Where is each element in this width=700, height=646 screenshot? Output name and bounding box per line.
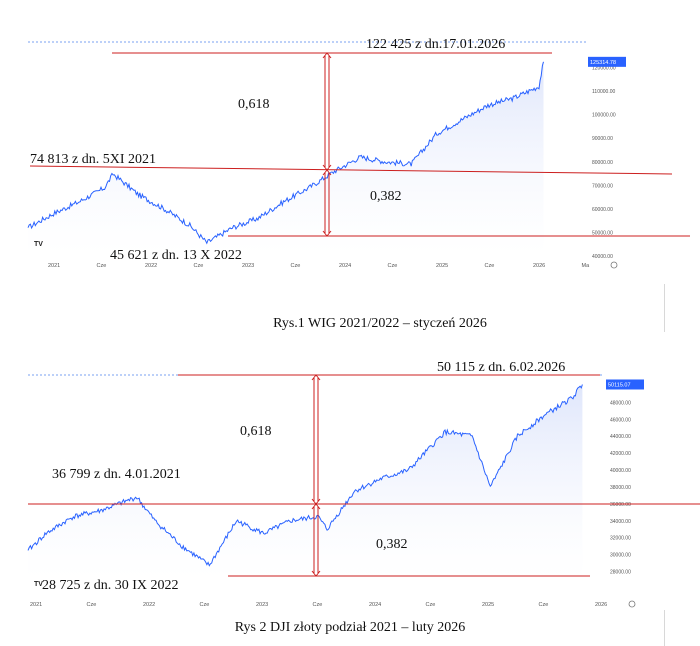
high-annotation: 122 425 z dn.17.01.2026 [366, 37, 505, 52]
y-tick-label: 36000.00 [610, 502, 631, 508]
x-tick-label: 2022 [145, 263, 157, 269]
x-tick-label: 2026 [595, 602, 607, 608]
wig-chart: 120000.00 110000.00 100000.00 90000.00 80000… [0, 0, 700, 282]
y-tick-label: 80000.00 [592, 160, 613, 166]
x-tick-label: Cze [485, 263, 495, 269]
x-tick-label: 2024 [369, 602, 381, 608]
y-tick-label: 40000.00 [610, 468, 631, 474]
price-area [28, 61, 544, 256]
settings-icon [610, 261, 618, 269]
price-line [27, 61, 544, 245]
upper-arrow-head [311, 374, 321, 381]
settings-icon [628, 600, 636, 608]
low-annotation: 28 725 z dn. 30 IX 2022 [42, 578, 179, 593]
y-tick-label: 42000.00 [610, 451, 631, 457]
price-area [28, 384, 583, 580]
fib-382-label: 0,382 [370, 189, 402, 204]
x-tick-label: Cze [426, 602, 436, 608]
last-price-badge [606, 379, 644, 390]
y-axis-labels: 48000.00 46000.00 44000.00 42000.00 40000.00… [610, 400, 631, 575]
y-tick-label: 28000.00 [610, 570, 631, 576]
x-tick-label: 2025 [436, 263, 448, 269]
wig-chart-caption: Rys.1 WIG 2021/2022 – styczeń 2026 [273, 316, 487, 331]
lower-arrow-head [311, 570, 321, 577]
last-price-badge [588, 56, 626, 67]
fib-618-label: 0,618 [238, 97, 270, 112]
x-tick-label: 2021 [30, 602, 42, 608]
divider [664, 610, 665, 646]
x-tick-label: Cze [87, 602, 97, 608]
mid-annotation: 74 813 z dn. 5XI 2021 [30, 152, 156, 167]
x-tick-label: Cze [194, 263, 204, 269]
y-tick-label: 44000.00 [610, 434, 631, 440]
x-tick-label: Cze [539, 602, 549, 608]
fib-618-label: 0,618 [240, 424, 272, 439]
wig-chart-svg: 120000.00 110000.00 100000.00 90000.00 80000… [27, 37, 690, 269]
low-annotation: 45 621 z dn. 13 X 2022 [110, 248, 242, 263]
x-tick-label: 2022 [143, 602, 155, 608]
y-tick-label: 60000.00 [592, 207, 613, 213]
y-axis-labels: 120000.00 110000.00 100000.00 90000.00 80000… [592, 66, 616, 260]
x-tick-label: Cze [313, 602, 323, 608]
y-tick-label: 50000.00 [592, 230, 613, 236]
fib-382-label: 0,382 [376, 537, 408, 552]
divider [664, 284, 665, 332]
y-tick-label: 70000.00 [592, 183, 613, 189]
lower-arrow-head [322, 169, 332, 176]
tradingview-logo: TV [34, 241, 43, 248]
y-tick-label: 30000.00 [610, 553, 631, 559]
mid-annotation: 36 799 z dn. 4.01.2021 [52, 467, 181, 482]
y-tick-label: 110000.00 [592, 89, 615, 95]
x-tick-label: 2025 [482, 602, 494, 608]
x-tick-label: 2021 [48, 263, 60, 269]
y-tick-label: 38000.00 [610, 485, 631, 491]
y-tick-label: 32000.00 [610, 536, 631, 542]
last-price-label: 125314.78 [590, 60, 616, 66]
x-tick-label: Cze [97, 263, 107, 269]
x-tick-label: Cze [388, 263, 398, 269]
lower-arrow-head [311, 503, 321, 510]
dji-chart-caption: Rys 2 DJI złoty podział 2021 – luty 2026 [234, 620, 466, 635]
x-tick-label: 2026 [533, 263, 545, 269]
x-tick-label: 2023 [256, 602, 268, 608]
fibonacci-annotations [29, 52, 690, 237]
y-tick-label: 34000.00 [610, 519, 631, 525]
x-axis-labels: 2021 Cze 2022 Cze 2023 Cze 2024 Cze 2025 Cze 2026 M… [48, 263, 590, 269]
x-tick-label: Cze [291, 263, 301, 269]
y-tick-label: 100000.00 [592, 113, 616, 119]
dji-chart: 48000.00 46000.00 44000.00 42000.00 40000.00… [0, 362, 700, 610]
x-axis-labels: 2021 Cze 2022 Cze 2023 Cze 2024 Cze 2025 Cze 2026 [30, 602, 607, 608]
fibonacci-annotations [28, 374, 700, 577]
x-tick-label: 2023 [242, 263, 254, 269]
upper-arrow-head [322, 52, 332, 59]
y-tick-label: 46000.00 [610, 417, 631, 423]
tradingview-logo: TV [34, 581, 43, 588]
fib-382-line [29, 165, 673, 175]
y-tick-label: 48000.00 [610, 400, 631, 406]
high-annotation: 50 115 z dn. 6.02.2026 [437, 362, 565, 375]
y-tick-label: 40000.00 [592, 254, 613, 260]
lower-arrow-head [322, 230, 332, 237]
last-price-label: 50115.07 [608, 382, 631, 388]
y-tick-label: 120000.00 [592, 66, 616, 72]
x-tick-label: 2024 [339, 263, 351, 269]
x-tick-label: Ma [582, 263, 591, 269]
dji-chart-svg: 48000.00 46000.00 44000.00 42000.00 40000.00… [27, 362, 700, 608]
x-tick-label: Cze [200, 602, 210, 608]
y-tick-label: 90000.00 [592, 136, 613, 142]
